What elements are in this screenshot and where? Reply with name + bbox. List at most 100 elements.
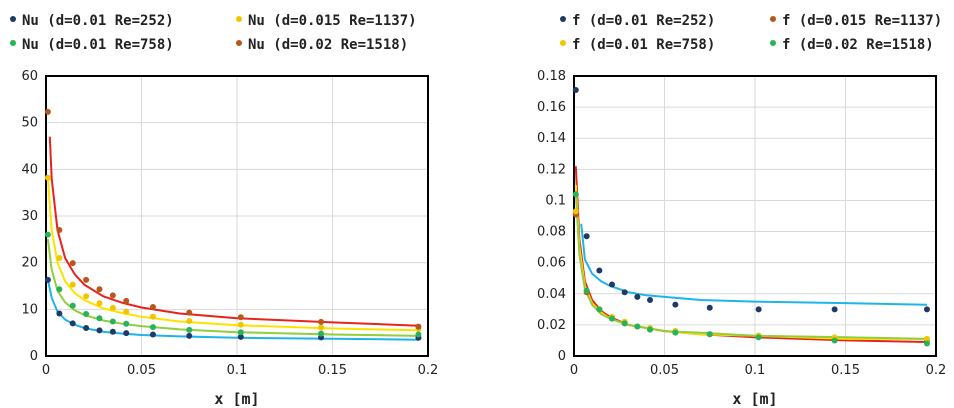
legend-item: Nu (d=0.015 Re=1137) <box>236 13 417 29</box>
data-point <box>596 306 603 313</box>
x-tick-label: 0.1 <box>745 363 766 378</box>
legend-item: f (d=0.01 Re=252) <box>560 13 715 29</box>
data-point <box>237 329 244 336</box>
legend-item: f (d=0.01 Re=758) <box>560 37 715 53</box>
x-tick-label: 0.1 <box>227 363 248 378</box>
data-point <box>109 318 116 325</box>
y-tick-label: 0.06 <box>537 256 566 271</box>
y-tick-label: 50 <box>21 116 38 131</box>
y-tick-label: 0.04 <box>537 287 566 302</box>
series-line <box>46 178 419 332</box>
data-point <box>149 331 156 338</box>
data-point <box>415 323 422 330</box>
legend-label: f (d=0.01 Re=758) <box>572 37 716 53</box>
data-point <box>149 304 156 310</box>
legend-marker-icon <box>236 16 242 22</box>
data-point <box>672 301 679 308</box>
data-point <box>237 314 244 321</box>
y-tick-label: 0.18 <box>537 69 566 84</box>
data-point <box>831 306 838 313</box>
legend-marker-icon <box>560 40 566 46</box>
legend-marker-icon <box>770 16 776 22</box>
data-point <box>706 304 713 311</box>
data-point <box>186 309 193 316</box>
data-point <box>69 281 76 288</box>
data-point <box>56 255 63 261</box>
y-tick-label: 40 <box>21 162 38 177</box>
y-tick-label: 0.1 <box>545 193 566 208</box>
data-point <box>647 297 654 303</box>
y-tick-label: 20 <box>21 256 38 271</box>
data-point <box>831 337 838 344</box>
data-point <box>572 208 579 215</box>
data-point <box>96 286 103 293</box>
data-point <box>237 333 244 340</box>
data-point <box>123 297 130 304</box>
data-point <box>583 233 590 240</box>
data-point <box>755 334 762 341</box>
data-point <box>56 286 63 293</box>
legend-label: f (d=0.02 Re=1518) <box>782 37 934 53</box>
series-line <box>580 223 928 306</box>
data-point <box>83 311 90 317</box>
x-tick-label: 0.15 <box>318 363 347 378</box>
data-point <box>186 326 193 333</box>
data-point <box>96 300 103 307</box>
x-tick-label: 0.05 <box>127 363 156 378</box>
y-tick-label: 30 <box>21 209 38 224</box>
data-point <box>44 108 51 115</box>
y-tick-label: 0.16 <box>537 100 566 115</box>
data-point <box>44 174 51 181</box>
legend-nu: Nu (d=0.01 Re=252) Nu (d=0.015 Re=1137) … <box>0 0 460 60</box>
data-point <box>923 340 930 347</box>
data-point <box>83 325 90 331</box>
legend-marker-icon <box>236 40 242 46</box>
series-line <box>46 239 419 337</box>
data-point <box>56 310 63 317</box>
data-point <box>96 327 103 334</box>
x-axis-label: x [m] <box>214 390 259 408</box>
legend-item: f (d=0.015 Re=1137) <box>770 13 942 29</box>
series-line <box>574 192 928 340</box>
series-line <box>574 184 927 340</box>
data-point <box>149 313 156 320</box>
data-point <box>415 331 422 338</box>
data-point <box>186 332 193 339</box>
data-point <box>237 321 244 328</box>
data-point <box>755 306 762 313</box>
data-point <box>44 231 51 238</box>
y-tick-label: 0.02 <box>537 318 566 333</box>
legend-label: f (d=0.01 Re=252) <box>572 13 716 29</box>
y-tick-label: 0.12 <box>537 162 566 177</box>
x-tick-label: 0 <box>42 363 50 378</box>
data-point <box>123 308 130 315</box>
data-point <box>621 289 628 296</box>
data-point <box>109 304 116 311</box>
data-point <box>69 302 76 309</box>
legend-marker-icon <box>10 16 16 22</box>
data-point <box>44 276 51 283</box>
data-point <box>634 293 641 300</box>
data-point <box>923 335 930 342</box>
data-point <box>583 287 590 294</box>
legend-label: Nu (d=0.01 Re=758) <box>22 37 174 53</box>
data-point <box>123 320 130 327</box>
legend-item: f (d=0.02 Re=1518) <box>770 37 934 53</box>
legend-marker-icon <box>560 16 566 22</box>
x-tick-label: 0.2 <box>418 363 439 378</box>
data-point <box>109 328 116 335</box>
data-point <box>318 318 325 325</box>
legend-label: Nu (d=0.01 Re=252) <box>22 13 174 29</box>
data-point <box>149 324 156 331</box>
legend-item: Nu (d=0.01 Re=758) <box>10 37 174 53</box>
data-point <box>572 87 579 93</box>
legend-marker-icon <box>10 40 16 46</box>
data-point <box>647 326 654 333</box>
legend-label: f (d=0.015 Re=1137) <box>782 13 943 29</box>
series-line <box>574 166 928 343</box>
data-point <box>69 260 76 267</box>
data-point <box>609 315 616 322</box>
data-point <box>596 267 603 274</box>
data-point <box>109 292 116 299</box>
legend-item: Nu (d=0.02 Re=1518) <box>236 37 408 53</box>
